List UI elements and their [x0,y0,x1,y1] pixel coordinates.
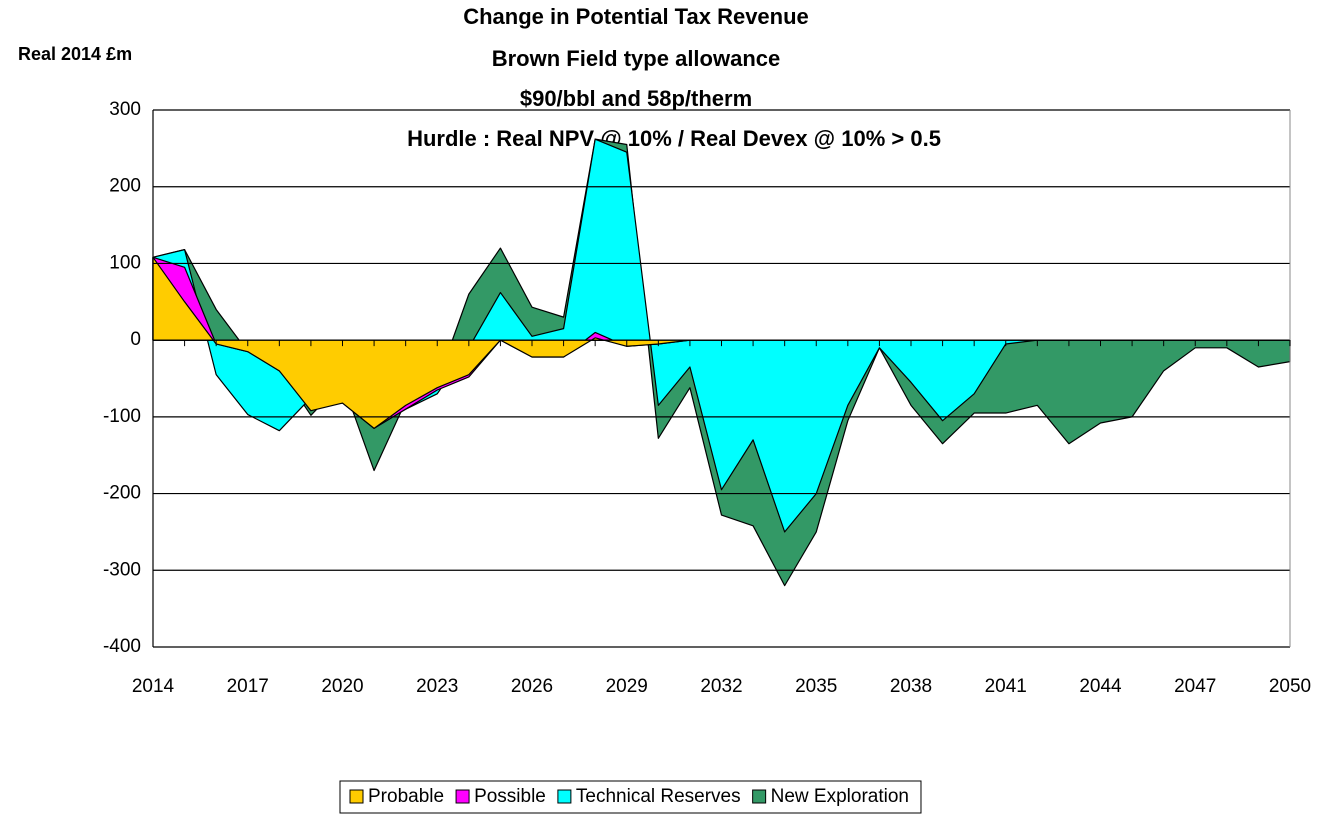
legend-label: Probable [368,786,444,807]
x-tick-label: 2032 [700,676,742,697]
x-tick-label: 2029 [606,676,648,697]
chart-title: Brown Field type allowance [492,46,781,71]
y-tick-label: -100 [103,406,141,427]
legend-label: Possible [474,786,546,807]
x-tick-label: 2041 [985,676,1027,697]
legend-swatch [557,789,572,804]
x-tick-label: 2017 [227,676,269,697]
legend-label: Technical Reserves [576,786,741,807]
legend: Probable Possible Technical Reserves New Ex… [339,780,922,814]
x-tick-label: 2023 [416,676,458,697]
x-tick-label: 2014 [132,676,175,697]
y-tick-label: 200 [109,176,141,197]
area [152,138,1291,533]
x-tick-label: 2020 [321,676,363,697]
x-tick-label: 2044 [1079,676,1122,697]
chart-title: $90/bbl and 58p/therm [520,86,752,111]
legend-box [339,780,922,814]
y-tick-label: -400 [103,636,141,657]
y-axis-label: Real 2014 £m [18,44,132,64]
x-tick-label: 2035 [795,676,837,697]
y-tick-label: -200 [103,483,141,504]
x-tick-label: 2047 [1174,676,1216,697]
legend-swatch [349,789,364,804]
chart-title: Hurdle : Real NPV @ 10% / Real Devex @ 1… [407,126,941,151]
y-tick-label: 0 [130,329,141,350]
legend-label: New Exploration [771,786,909,807]
chart-title: Change in Potential Tax Revenue [463,4,809,29]
legend-swatch [455,789,470,804]
x-tick-label: 2050 [1269,676,1311,697]
y-tick-label: 300 [109,99,141,120]
x-tick-label: 2038 [890,676,932,697]
legend-swatch [752,789,767,804]
x-tick-label: 2026 [511,676,553,697]
y-tick-label: 100 [109,252,141,273]
y-tick-label: -300 [103,559,141,580]
